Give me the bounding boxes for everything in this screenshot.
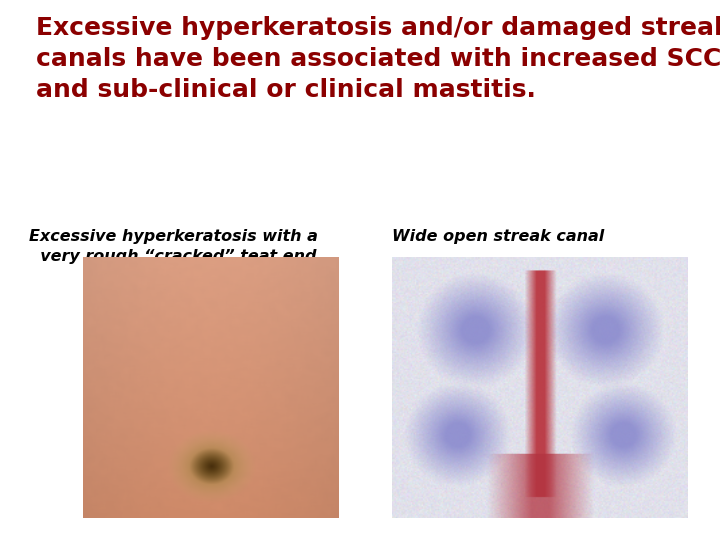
Text: Wide open streak canal: Wide open streak canal: [392, 230, 605, 245]
Text: Excessive hyperkeratosis and/or damaged streak
canals have been associated with : Excessive hyperkeratosis and/or damaged …: [36, 16, 720, 102]
Text: Excessive hyperkeratosis with a
  very rough “cracked” teat end: Excessive hyperkeratosis with a very rou…: [29, 230, 318, 264]
